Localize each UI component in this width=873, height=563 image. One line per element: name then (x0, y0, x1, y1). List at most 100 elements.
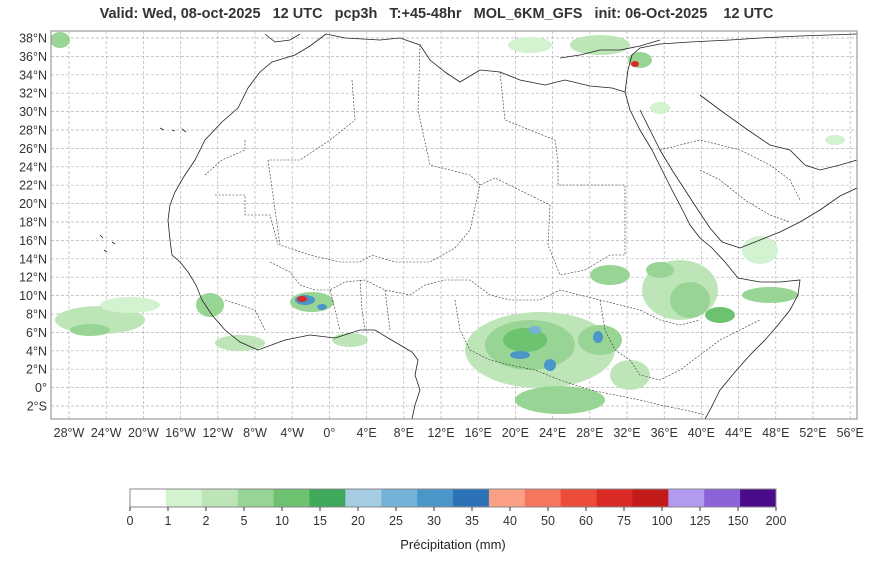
colorbar-tick-label: 1 (165, 514, 172, 528)
map-frame-background (51, 31, 857, 419)
precip-patch (705, 307, 735, 323)
border-line (659, 139, 801, 223)
colorbar-tick-label: 35 (465, 514, 479, 528)
precip-patch (508, 37, 552, 53)
colorbar-tick-label: 10 (275, 514, 289, 528)
colorbar-swatch (704, 489, 741, 507)
colorbar-swatch (201, 489, 238, 507)
precip-patch (742, 236, 778, 264)
lat-tick-label: 24°N (19, 160, 47, 174)
precip-patch (51, 32, 70, 48)
lat-tick-label: 8°N (26, 308, 47, 322)
lon-tick-label: 20°E (502, 426, 529, 440)
border-line (268, 44, 559, 186)
colorbar-swatch (165, 489, 203, 507)
precip-patch (544, 359, 556, 371)
colorbar-swatch (632, 489, 669, 507)
colorbar-tick-label: 150 (728, 514, 749, 528)
country-borders (204, 44, 801, 416)
colorbar: 0 1 2 5 10 15 20 25 30 35 40 50 60 75 100 125 150 200 (127, 488, 787, 528)
colorbar-swatch (524, 489, 561, 507)
precip-patch (529, 326, 541, 334)
colorbar-tick-label: 200 (766, 514, 787, 528)
colorbar-swatch (345, 489, 382, 507)
colorbar-swatch (560, 489, 597, 507)
colorbar-tick-label: 30 (427, 514, 441, 528)
colorbar-tick-label: 100 (652, 514, 673, 528)
colorbar-tick-label: 50 (541, 514, 555, 528)
colorbar-tick-label: 25 (389, 514, 403, 528)
lat-tick-label: 10°N (19, 289, 47, 303)
colorbar-label: Précipitation (mm) (400, 537, 506, 552)
colorbar-swatch (273, 489, 310, 507)
precip-patch (593, 331, 603, 343)
precipitation-field (51, 32, 845, 414)
colorbar-swatch (417, 489, 454, 507)
precip-patch (742, 287, 798, 303)
coastline-iberia (264, 33, 301, 43)
longitude-labels: 28°W 24°W 20°W 16°W 12°W 8°W 4°W 0° 4°E 8°E 12°E 16… (54, 426, 864, 440)
border-line (599, 299, 761, 381)
lat-tick-label: 30°N (19, 105, 47, 119)
precip-patch (100, 297, 160, 313)
lon-tick-label: 4°E (356, 426, 376, 440)
precip-patch (628, 52, 652, 68)
precip-patch (196, 293, 224, 317)
lat-tick-label: 28°N (19, 124, 47, 138)
lat-tick-label: 26°N (19, 142, 47, 156)
lat-tick-label: 12°N (19, 271, 47, 285)
lat-tick-label: 14°N (19, 252, 47, 266)
coastline-arabia (639, 109, 857, 249)
lon-tick-label: 40°E (688, 426, 715, 440)
precip-patch (610, 360, 650, 390)
colorbar-swatch (237, 489, 274, 507)
colorbar-swatch (130, 489, 167, 507)
colorbar-tick-label: 0 (127, 514, 134, 528)
precip-patch (650, 102, 670, 114)
colorbar-frame (129, 488, 777, 508)
colorbar-swatch (740, 489, 777, 507)
colorbar-tick-label: 2 (203, 514, 210, 528)
precip-patch (515, 386, 605, 414)
lat-tick-label: 18°N (19, 216, 47, 230)
lon-tick-label: 32°E (613, 426, 640, 440)
lon-tick-label: 24°W (91, 426, 122, 440)
lat-tick-label: 2°S (27, 400, 47, 414)
border-line (269, 261, 701, 326)
precip-patch (825, 135, 845, 145)
colorbar-tick-label: 125 (690, 514, 711, 528)
lat-tick-label: 2°N (26, 363, 47, 377)
coastline-canary-islands (159, 127, 187, 133)
precip-patch (70, 324, 110, 336)
border-line (454, 299, 706, 416)
precip-patch (510, 351, 530, 359)
colorbar-tick-label: 20 (351, 514, 365, 528)
coastline-red-sea (624, 91, 801, 419)
coastline-anatolia (559, 39, 661, 59)
map-border (50, 30, 858, 420)
colorbar-swatch (488, 489, 526, 507)
border-line (204, 140, 626, 276)
lon-tick-label: 16°W (165, 426, 196, 440)
lon-tick-label: 56°E (837, 426, 864, 440)
colorbar-tick-label: 15 (313, 514, 327, 528)
lat-tick-label: 6°N (26, 326, 47, 340)
lon-tick-label: 28°E (576, 426, 603, 440)
lat-tick-label: 22°N (19, 179, 47, 193)
coastline-africa-west (167, 33, 421, 419)
lon-tick-label: 48°E (762, 426, 789, 440)
lat-tick-label: 32°N (19, 87, 47, 101)
precip-patch (646, 262, 674, 278)
lon-tick-label: 36°E (651, 426, 678, 440)
colorbar-tick-label: 40 (503, 514, 517, 528)
coastline-cape-verde (99, 234, 116, 253)
precip-patch (503, 328, 547, 352)
lat-tick-label: 0° (35, 381, 47, 395)
lon-tick-label: 28°W (54, 426, 85, 440)
colorbar-swatch (596, 489, 633, 507)
lon-tick-label: 12°W (202, 426, 233, 440)
precip-patch (570, 35, 630, 55)
lat-tick-label: 20°N (19, 197, 47, 211)
lat-tick-label: 34°N (19, 68, 47, 82)
